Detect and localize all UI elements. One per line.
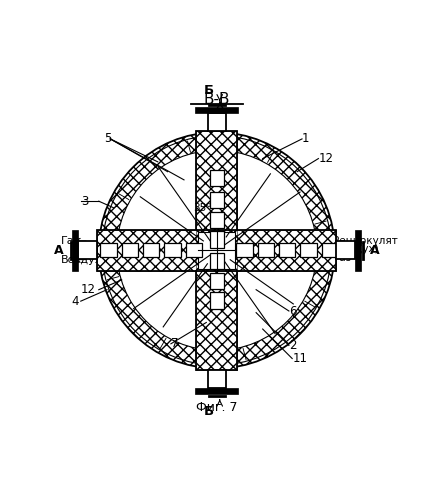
Bar xyxy=(164,244,181,257)
Bar xyxy=(279,244,295,257)
Bar xyxy=(196,131,237,370)
Bar xyxy=(322,244,338,257)
Bar xyxy=(210,170,224,187)
Text: 12: 12 xyxy=(81,283,96,296)
Bar xyxy=(208,113,226,131)
Text: Рециркулят: Рециркулят xyxy=(333,236,398,246)
Bar xyxy=(195,388,238,394)
Bar xyxy=(336,242,355,259)
Text: 1: 1 xyxy=(302,132,310,145)
Bar xyxy=(97,230,336,270)
Bar xyxy=(300,244,317,257)
Bar xyxy=(210,253,224,269)
Bar xyxy=(208,370,226,388)
Bar xyxy=(258,244,274,257)
Bar xyxy=(97,230,336,270)
Bar xyxy=(196,131,237,370)
Bar xyxy=(78,242,97,259)
Bar xyxy=(122,244,138,257)
Text: В-В: В-В xyxy=(203,92,230,107)
Text: 4: 4 xyxy=(71,295,78,308)
Bar xyxy=(210,292,224,309)
Bar xyxy=(210,232,224,248)
Text: 12: 12 xyxy=(319,152,333,165)
Text: Газ: Газ xyxy=(333,253,352,263)
Bar xyxy=(198,232,235,268)
Text: Газ: Газ xyxy=(61,236,81,246)
Text: 3: 3 xyxy=(81,195,88,208)
Circle shape xyxy=(99,132,335,368)
Bar xyxy=(100,244,117,257)
Text: Фиг. 7: Фиг. 7 xyxy=(196,401,238,414)
Bar xyxy=(210,272,224,289)
Circle shape xyxy=(117,150,317,350)
Text: (воздух): (воздух) xyxy=(333,244,379,253)
Text: 5: 5 xyxy=(104,132,111,145)
Bar xyxy=(195,107,238,113)
Bar xyxy=(143,244,159,257)
Bar xyxy=(210,212,224,228)
Bar xyxy=(236,244,253,257)
Text: А: А xyxy=(54,244,64,257)
Bar xyxy=(186,244,202,257)
Text: Воздух: Воздух xyxy=(61,254,102,264)
Text: А: А xyxy=(370,244,379,257)
Text: 2: 2 xyxy=(289,339,297,352)
Text: 11: 11 xyxy=(292,352,307,365)
Text: Б: Б xyxy=(203,84,214,97)
Text: 6: 6 xyxy=(289,304,297,317)
Text: 35°: 35° xyxy=(193,203,211,213)
Bar xyxy=(72,230,78,271)
Text: 7: 7 xyxy=(171,337,179,350)
Bar xyxy=(355,230,361,271)
Text: Б: Б xyxy=(203,405,214,418)
Bar xyxy=(210,192,224,209)
